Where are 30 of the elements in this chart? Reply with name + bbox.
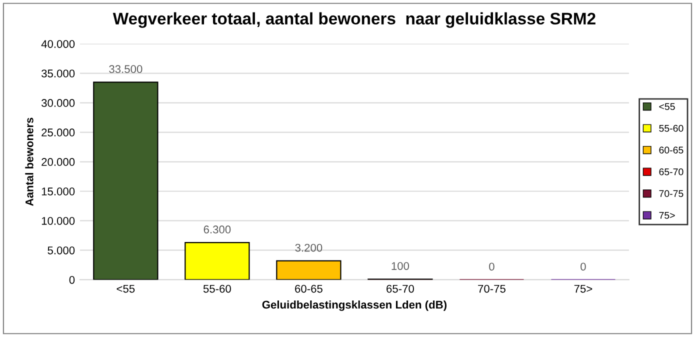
data-label: 0: [489, 262, 494, 271]
x-tick-label: 55-60: [203, 284, 231, 293]
y-tick-label: 40.000: [41, 40, 75, 48]
x-tick-label: 70-75: [478, 284, 506, 293]
x-axis-title: Geluidbelastingsklassen Lden (dB): [262, 300, 447, 311]
y-tick-label: 25.000: [42, 128, 75, 136]
legend-label: 70-75: [659, 190, 684, 198]
x-tick-label: 60-65: [295, 284, 322, 293]
x-tick-label: 75>: [574, 284, 592, 293]
x-tick-label: <55: [116, 284, 135, 293]
legend-label: 55-60: [659, 124, 684, 132]
data-label: 6.300: [204, 226, 231, 234]
legend-label: 75>: [659, 212, 675, 219]
y-tick-label: 20.000: [42, 158, 75, 166]
data-label: 100: [392, 262, 410, 270]
data-label: 33.500: [109, 65, 142, 74]
y-tick-label: 35.000: [42, 70, 75, 78]
data-label: 3.200: [295, 244, 322, 252]
legend-label: 65-70: [659, 168, 684, 176]
y-tick-label: 15.000: [42, 188, 75, 196]
y-tick-label: 5.000: [48, 246, 75, 254]
legend-label: <55: [659, 103, 675, 110]
x-tick-label: 65-70: [386, 284, 414, 293]
legend-label: 60-65: [659, 146, 684, 154]
y-tick-label: 10.000: [42, 217, 75, 225]
data-label: 0: [580, 262, 586, 271]
y-axis-title: Aantal bewoners: [25, 118, 34, 206]
chart-title: Wegverkeer totaal, aantal bewoners naar geluidklasse SRM2: [112, 12, 596, 28]
y-tick-label: 30.000: [42, 99, 75, 107]
y-tick-label: 0: [69, 276, 75, 284]
